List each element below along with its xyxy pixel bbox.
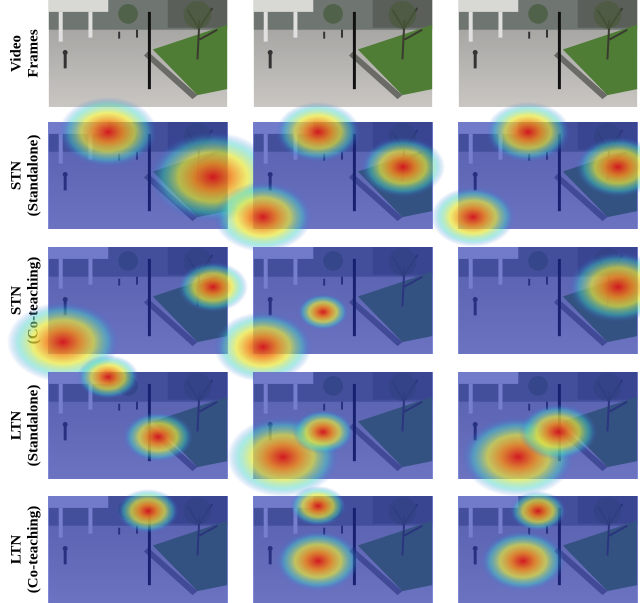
heat-blob	[117, 489, 179, 533]
video-frame	[458, 0, 638, 107]
heatmap	[458, 247, 640, 354]
row-label: LTN(Standalone)	[9, 385, 42, 467]
heat-blob	[297, 294, 349, 330]
row-label-line: LTN	[9, 535, 25, 565]
scene-image	[458, 0, 638, 107]
heat-blob	[361, 137, 445, 197]
heat-blob	[276, 531, 360, 591]
heat-blob	[292, 410, 354, 454]
heatmap	[458, 491, 638, 603]
heatmap	[458, 372, 638, 497]
scene-image	[253, 0, 433, 107]
video-frame	[48, 0, 228, 107]
row-label-line: Frames	[26, 29, 42, 77]
row-label-line: (Co-teaching)	[26, 506, 42, 593]
heatmap	[227, 372, 433, 497]
heatmap	[48, 489, 228, 603]
heat-blob	[431, 187, 515, 247]
heat-blob	[486, 102, 570, 162]
scene-image	[48, 0, 228, 107]
heat-blob	[510, 491, 566, 531]
heatmap	[214, 102, 445, 252]
heat-blob	[77, 355, 139, 399]
heatmap	[253, 486, 433, 603]
heat-blob	[214, 312, 312, 382]
row-label-line: STN	[9, 286, 25, 315]
heat-blob	[569, 252, 640, 322]
heat-blob	[481, 531, 565, 591]
heatmap	[214, 247, 433, 382]
row-label-line: Video	[9, 35, 25, 72]
row-label-line: (Standalone)	[26, 385, 42, 467]
video-frame	[253, 0, 433, 107]
heatmap	[48, 355, 228, 479]
heat-blob	[276, 102, 360, 162]
heat-blob	[290, 486, 346, 526]
row-label: VideoFrames	[9, 29, 42, 77]
heat-blob	[59, 97, 157, 167]
heat-blob	[576, 137, 640, 197]
heat-blob	[123, 412, 193, 462]
row-label: STN(Standalone)	[9, 135, 42, 217]
heat-blob	[214, 182, 312, 252]
row-label-line: (Standalone)	[26, 135, 42, 217]
heatmap	[431, 102, 640, 247]
heat-blob	[518, 404, 598, 460]
heat-blob	[178, 262, 248, 312]
row-label-line: STN	[9, 161, 25, 190]
row-label-line: LTN	[9, 411, 25, 441]
row-label: LTN(Co-teaching)	[9, 506, 42, 593]
